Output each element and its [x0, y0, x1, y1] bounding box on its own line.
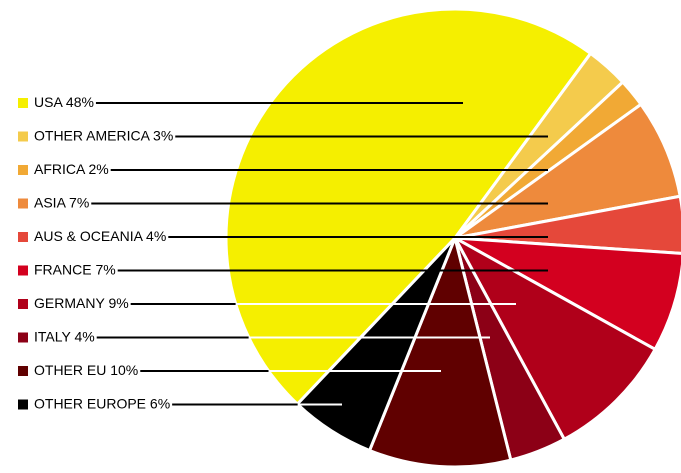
pie-slice [368, 236, 513, 469]
legend-category: GERMANY [34, 295, 105, 311]
legend-swatch [18, 399, 28, 410]
legend-label: OTHER AMERICA 3% [34, 127, 173, 143]
legend-label: AUS & OCEANIA 4% [34, 228, 166, 244]
legend-swatch [18, 98, 28, 108]
legend-value: 7% [95, 261, 115, 277]
legend-value: 48% [66, 94, 94, 110]
legend-label: OTHER EUROPE 6% [34, 395, 170, 411]
legend-category: ITALY [34, 328, 71, 344]
legend-label: ASIA 7% [34, 194, 89, 210]
pie-slice [224, 7, 593, 406]
legend-value: 3% [153, 127, 173, 143]
legend-swatch [18, 232, 28, 242]
legend-value: 4% [74, 328, 94, 344]
legend-value: 2% [88, 161, 108, 177]
legend-category: AFRICA [34, 161, 86, 177]
legend-value: 10% [110, 362, 138, 378]
legend-value: 7% [69, 194, 89, 210]
legend-category: ASIA [34, 194, 67, 210]
legend-category: OTHER EUROPE [34, 395, 146, 411]
legend-label: AFRICA 2% [34, 161, 109, 177]
pie-slice [453, 194, 681, 255]
legend-swatch [18, 265, 28, 276]
legend-label: GERMANY 9% [34, 295, 129, 311]
legend-category: OTHER EU [34, 362, 106, 378]
legend-swatch [18, 299, 28, 309]
legend-value: 4% [146, 228, 166, 244]
legend-label: OTHER EU 10% [34, 362, 138, 378]
legend-category: USA [34, 94, 63, 110]
legend-swatch [18, 165, 28, 175]
legend-label: ITALY 4% [34, 328, 95, 344]
legend-swatch [18, 131, 28, 142]
legend-label: FRANCE 7% [34, 261, 116, 277]
pie-slice [453, 236, 657, 441]
legend-category: FRANCE [34, 261, 92, 277]
legend-category: OTHER AMERICA [34, 127, 151, 143]
legend-label: USA 48% [34, 94, 94, 110]
legend-swatch [18, 332, 28, 343]
legend-value: 6% [150, 395, 170, 411]
legend-value: 9% [108, 295, 128, 311]
legend-category: AUS & OCEANIA [34, 228, 144, 244]
legend-swatch [18, 366, 28, 376]
legend-swatch [18, 198, 28, 209]
